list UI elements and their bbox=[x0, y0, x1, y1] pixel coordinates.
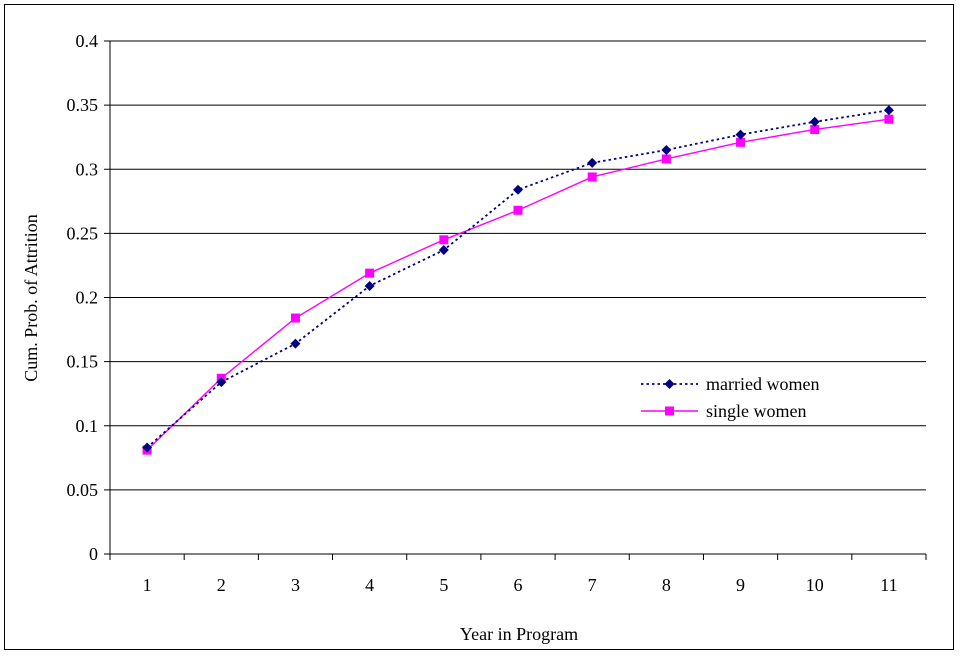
y-tick-label: 0.05 bbox=[67, 480, 99, 500]
y-tick-label: 0.1 bbox=[76, 416, 99, 436]
y-tick-label: 0.25 bbox=[67, 223, 99, 243]
data-point-single-women bbox=[439, 235, 448, 244]
data-point-single-women bbox=[588, 172, 597, 181]
x-tick-label: 1 bbox=[143, 575, 152, 595]
data-point-single-women bbox=[514, 206, 523, 215]
series-line-married-women bbox=[147, 110, 889, 447]
x-tick-label: 6 bbox=[514, 575, 523, 595]
gridlines bbox=[110, 41, 926, 490]
axes bbox=[104, 41, 926, 560]
x-tick-label: 9 bbox=[736, 575, 745, 595]
data-point-single-women bbox=[884, 115, 893, 124]
legend: married women single women bbox=[641, 374, 819, 421]
y-tick-label: 0.35 bbox=[67, 95, 99, 115]
data-point-married-women bbox=[884, 105, 894, 115]
y-tick-label: 0.15 bbox=[67, 352, 99, 372]
legend-marker-single-women bbox=[665, 407, 674, 416]
x-tick-label: 7 bbox=[588, 575, 597, 595]
x-tick-label: 4 bbox=[365, 575, 374, 595]
legend-label-married-women: married women bbox=[706, 374, 819, 394]
x-tick-label: 8 bbox=[662, 575, 671, 595]
x-tick-label: 2 bbox=[217, 575, 226, 595]
data-point-single-women bbox=[662, 154, 671, 163]
x-tick-labels: 1 2 3 4 5 6 7 8 9 10 11 bbox=[143, 575, 898, 595]
data-point-single-women bbox=[291, 314, 300, 323]
data-point-married-women bbox=[587, 158, 597, 168]
y-tick-label: 0.2 bbox=[76, 288, 99, 308]
y-tick-label: 0.4 bbox=[76, 31, 99, 51]
legend-label-single-women: single women bbox=[706, 401, 807, 421]
x-axis-title: Year in Program bbox=[460, 624, 578, 644]
y-axis-title: Cum. Prob. of Attrition bbox=[21, 214, 41, 382]
x-tick-label: 10 bbox=[806, 575, 824, 595]
data-point-single-women bbox=[365, 269, 374, 278]
data-point-married-women bbox=[513, 185, 523, 195]
legend-marker-married-women bbox=[665, 379, 675, 389]
x-tick-label: 3 bbox=[291, 575, 300, 595]
y-tick-label: 0.3 bbox=[76, 159, 99, 179]
y-tick-label: 0 bbox=[89, 544, 98, 564]
x-tick-label: 5 bbox=[439, 575, 448, 595]
x-tick-label: 11 bbox=[880, 575, 897, 595]
data-point-married-women bbox=[661, 145, 671, 155]
y-tick-labels: 0 0.05 0.1 0.15 0.2 0.25 0.3 0.35 0.4 bbox=[67, 31, 99, 564]
